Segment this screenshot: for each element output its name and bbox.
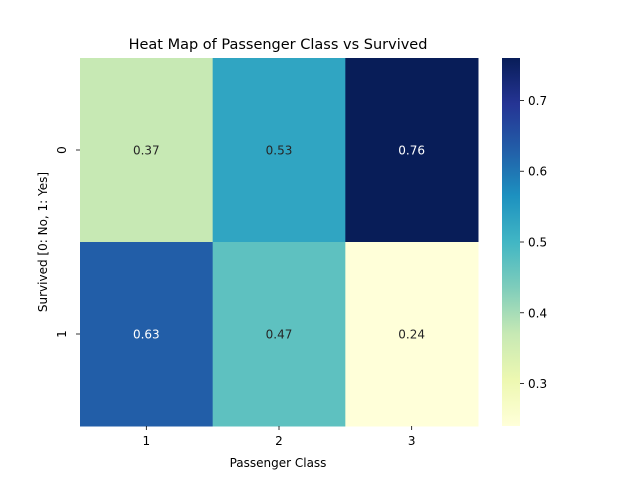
colorbar-tick-label: 0.6 <box>528 165 547 179</box>
heatmap-cells <box>80 58 479 427</box>
cell-value-label: 0.24 <box>398 328 425 342</box>
heatmap-cell <box>345 58 479 243</box>
cell-value-label: 0.63 <box>133 328 160 342</box>
cell-value-label: 0.76 <box>398 144 425 158</box>
x-axis-label: Passenger Class <box>230 456 327 470</box>
x-axis-ticks: 1 2 3 <box>143 426 416 448</box>
heatmap-cell <box>212 58 346 243</box>
cell-value-label: 0.37 <box>133 144 160 158</box>
y-axis-label: Survived [0: No, 1: Yes] <box>36 172 50 312</box>
y-tick-label: 0 <box>55 146 69 154</box>
heatmap-cell <box>80 58 214 243</box>
colorbar <box>502 58 520 426</box>
colorbar-tick-label: 0.4 <box>528 306 547 320</box>
cell-value-label: 0.47 <box>266 328 293 342</box>
y-tick-label: 1 <box>55 330 69 338</box>
colorbar-ticks: 0.3 0.4 0.5 0.6 0.7 <box>520 94 547 391</box>
colorbar-tick-label: 0.3 <box>528 377 547 391</box>
x-tick-label: 2 <box>275 434 283 448</box>
y-axis-ticks: 01 <box>55 146 80 338</box>
colorbar-tick-label: 0.5 <box>528 236 547 250</box>
heatmap-cell <box>345 242 479 427</box>
heatmap-cell <box>80 242 214 427</box>
heatmap-cell <box>212 242 346 427</box>
chart-title: Heat Map of Passenger Class vs Survived <box>129 37 428 53</box>
x-tick-label: 3 <box>408 434 416 448</box>
x-tick-label: 1 <box>143 434 151 448</box>
cell-value-label: 0.53 <box>266 144 293 158</box>
heatmap-cell-labels: 0.37 0.53 0.76 0.63 0.47 0.24 <box>133 144 425 342</box>
colorbar-tick-label: 0.7 <box>528 94 547 108</box>
